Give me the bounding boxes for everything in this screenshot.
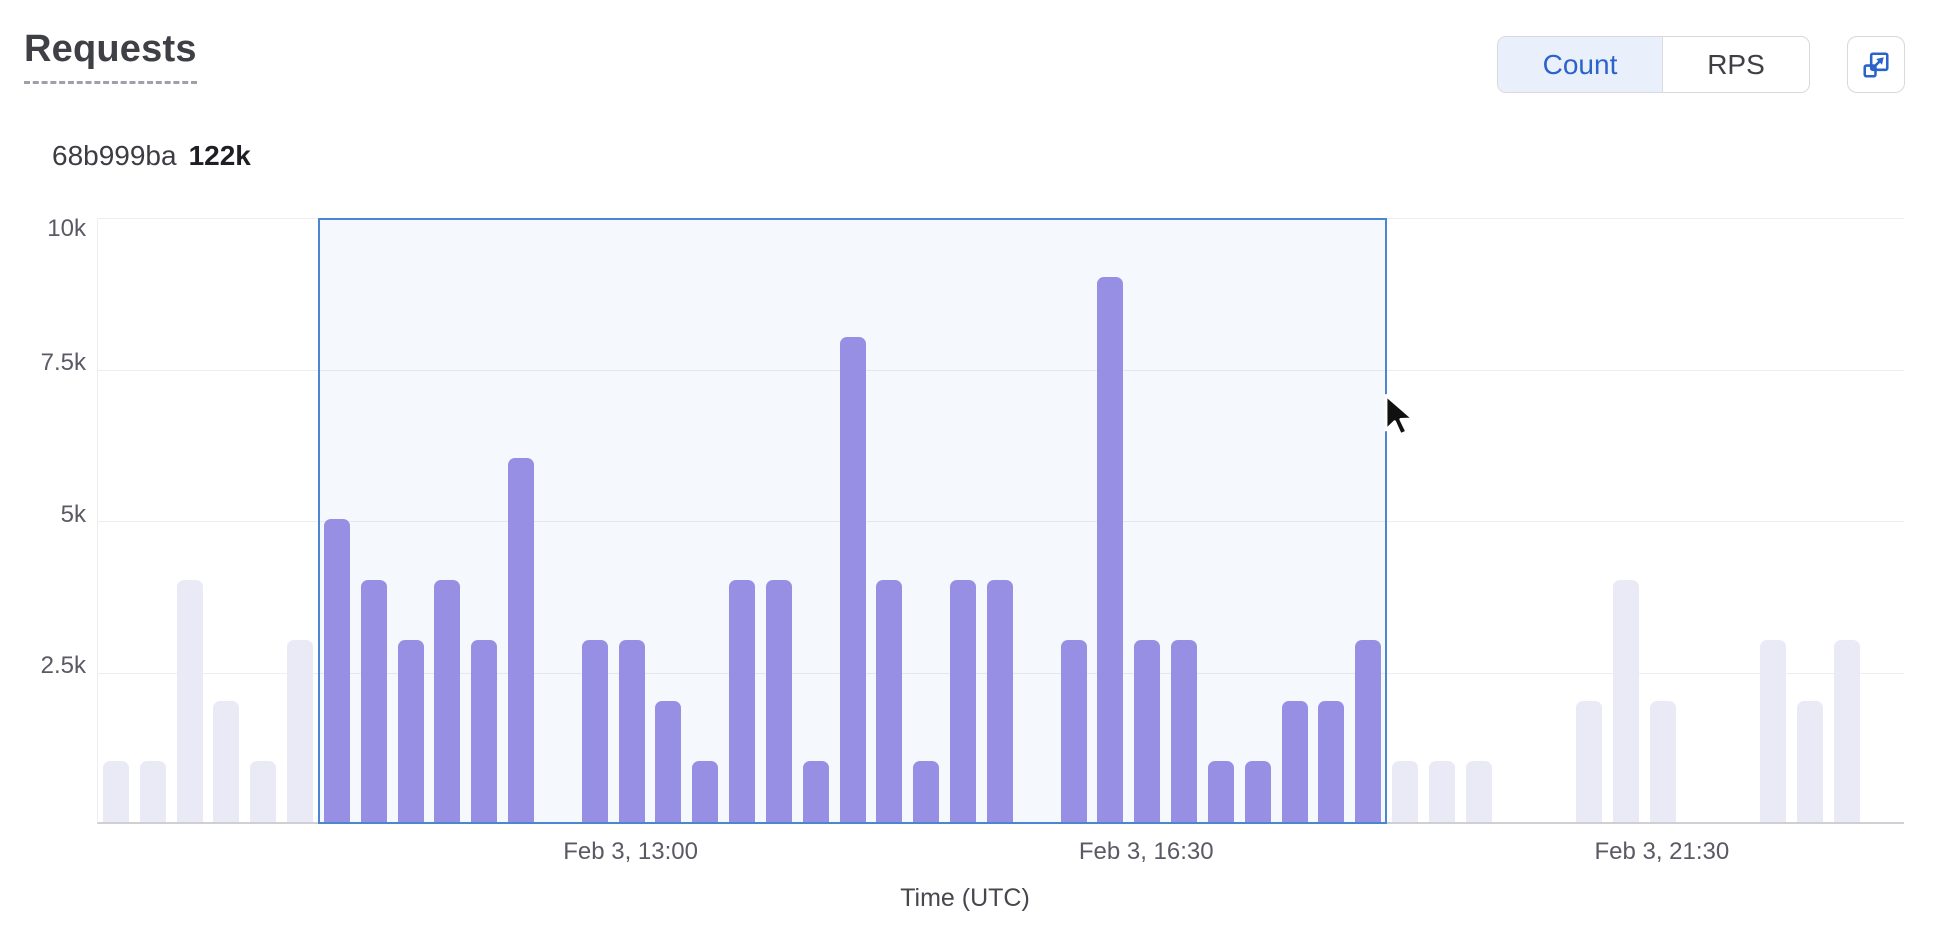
y-tick-label: 2.5k (40, 652, 86, 679)
bar[interactable] (139, 761, 166, 822)
bar[interactable] (287, 640, 314, 822)
x-tick-label: Feb 3, 16:30 (1078, 838, 1214, 865)
bar[interactable] (250, 761, 277, 822)
bar[interactable] (655, 701, 682, 822)
bar[interactable] (1760, 640, 1787, 822)
bar[interactable] (1834, 640, 1860, 822)
bar[interactable] (1392, 761, 1419, 822)
bar[interactable] (802, 761, 829, 822)
bar[interactable] (913, 761, 940, 822)
bar[interactable] (1797, 701, 1824, 822)
x-tick-label: Feb 3, 13:00 (563, 838, 698, 865)
bar[interactable] (1576, 701, 1603, 822)
bar[interactable] (1318, 701, 1345, 822)
y-tick-label: 10k (47, 215, 86, 242)
bar[interactable] (1428, 761, 1455, 822)
bar[interactable] (1613, 580, 1640, 822)
bar[interactable] (1649, 701, 1676, 822)
bar[interactable] (729, 580, 756, 822)
bar[interactable] (1060, 640, 1087, 822)
bar[interactable] (1134, 640, 1161, 822)
legend-series-id: 68b999ba (52, 140, 177, 171)
bar[interactable] (1355, 640, 1382, 822)
bar[interactable] (323, 519, 350, 822)
bar[interactable] (986, 580, 1013, 822)
bar[interactable] (434, 580, 461, 822)
bar[interactable] (213, 701, 240, 822)
legend-series-dot (24, 148, 40, 164)
bar[interactable] (1207, 761, 1234, 822)
bar[interactable] (692, 761, 719, 822)
toggle-count-button[interactable]: Count (1498, 37, 1662, 92)
bar[interactable] (176, 580, 203, 822)
x-axis-title: Time (UTC) (900, 884, 1030, 912)
y-tick-label: 7.5k (40, 349, 86, 376)
bar[interactable] (360, 580, 387, 822)
bar[interactable] (876, 580, 903, 822)
chart-plot-area[interactable] (97, 218, 1904, 824)
bar[interactable] (103, 761, 129, 822)
gridline (98, 521, 1904, 522)
page-title: Requests (24, 28, 197, 84)
bar[interactable] (471, 640, 498, 822)
x-tick-label: Feb 3, 21:30 (1594, 838, 1730, 865)
toggle-rps-button[interactable]: RPS (1662, 37, 1809, 92)
expand-chart-button[interactable] (1847, 36, 1905, 93)
bar[interactable] (1171, 640, 1198, 822)
bar[interactable] (508, 458, 535, 822)
gridline (98, 369, 1904, 371)
bar[interactable] (950, 580, 977, 822)
bar[interactable] (618, 640, 645, 822)
bar[interactable] (1281, 701, 1308, 822)
bar[interactable] (581, 640, 608, 822)
bar[interactable] (765, 580, 792, 822)
y-tick-label: 5k (60, 501, 86, 528)
unit-toggle[interactable]: Count RPS (1497, 36, 1810, 93)
bar[interactable] (1097, 277, 1124, 822)
legend-item[interactable]: 68b999ba 122k (24, 139, 251, 173)
legend-series-total: 122k (188, 140, 251, 171)
bar[interactable] (839, 337, 866, 822)
bar[interactable] (1244, 761, 1271, 822)
expand-icon (1861, 50, 1891, 80)
bar[interactable] (397, 640, 424, 822)
bar[interactable] (1465, 761, 1492, 822)
